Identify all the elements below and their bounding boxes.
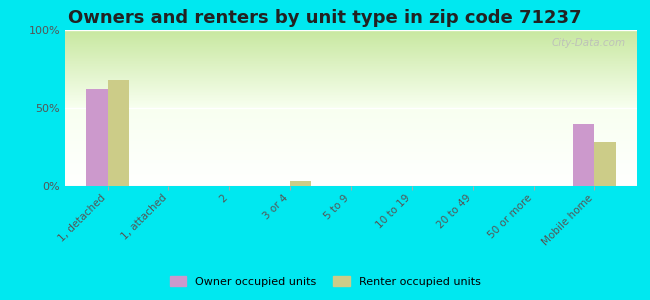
Text: Owners and renters by unit type in zip code 71237: Owners and renters by unit type in zip c… [68, 9, 582, 27]
Bar [290, 181, 311, 186]
Bar [594, 142, 616, 186]
Bar [573, 124, 594, 186]
Text: City-Data.com: City-Data.com [551, 38, 625, 48]
Bar [108, 80, 129, 186]
Bar [86, 89, 108, 186]
Legend: Owner occupied units, Renter occupied units: Owner occupied units, Renter occupied un… [165, 272, 485, 291]
